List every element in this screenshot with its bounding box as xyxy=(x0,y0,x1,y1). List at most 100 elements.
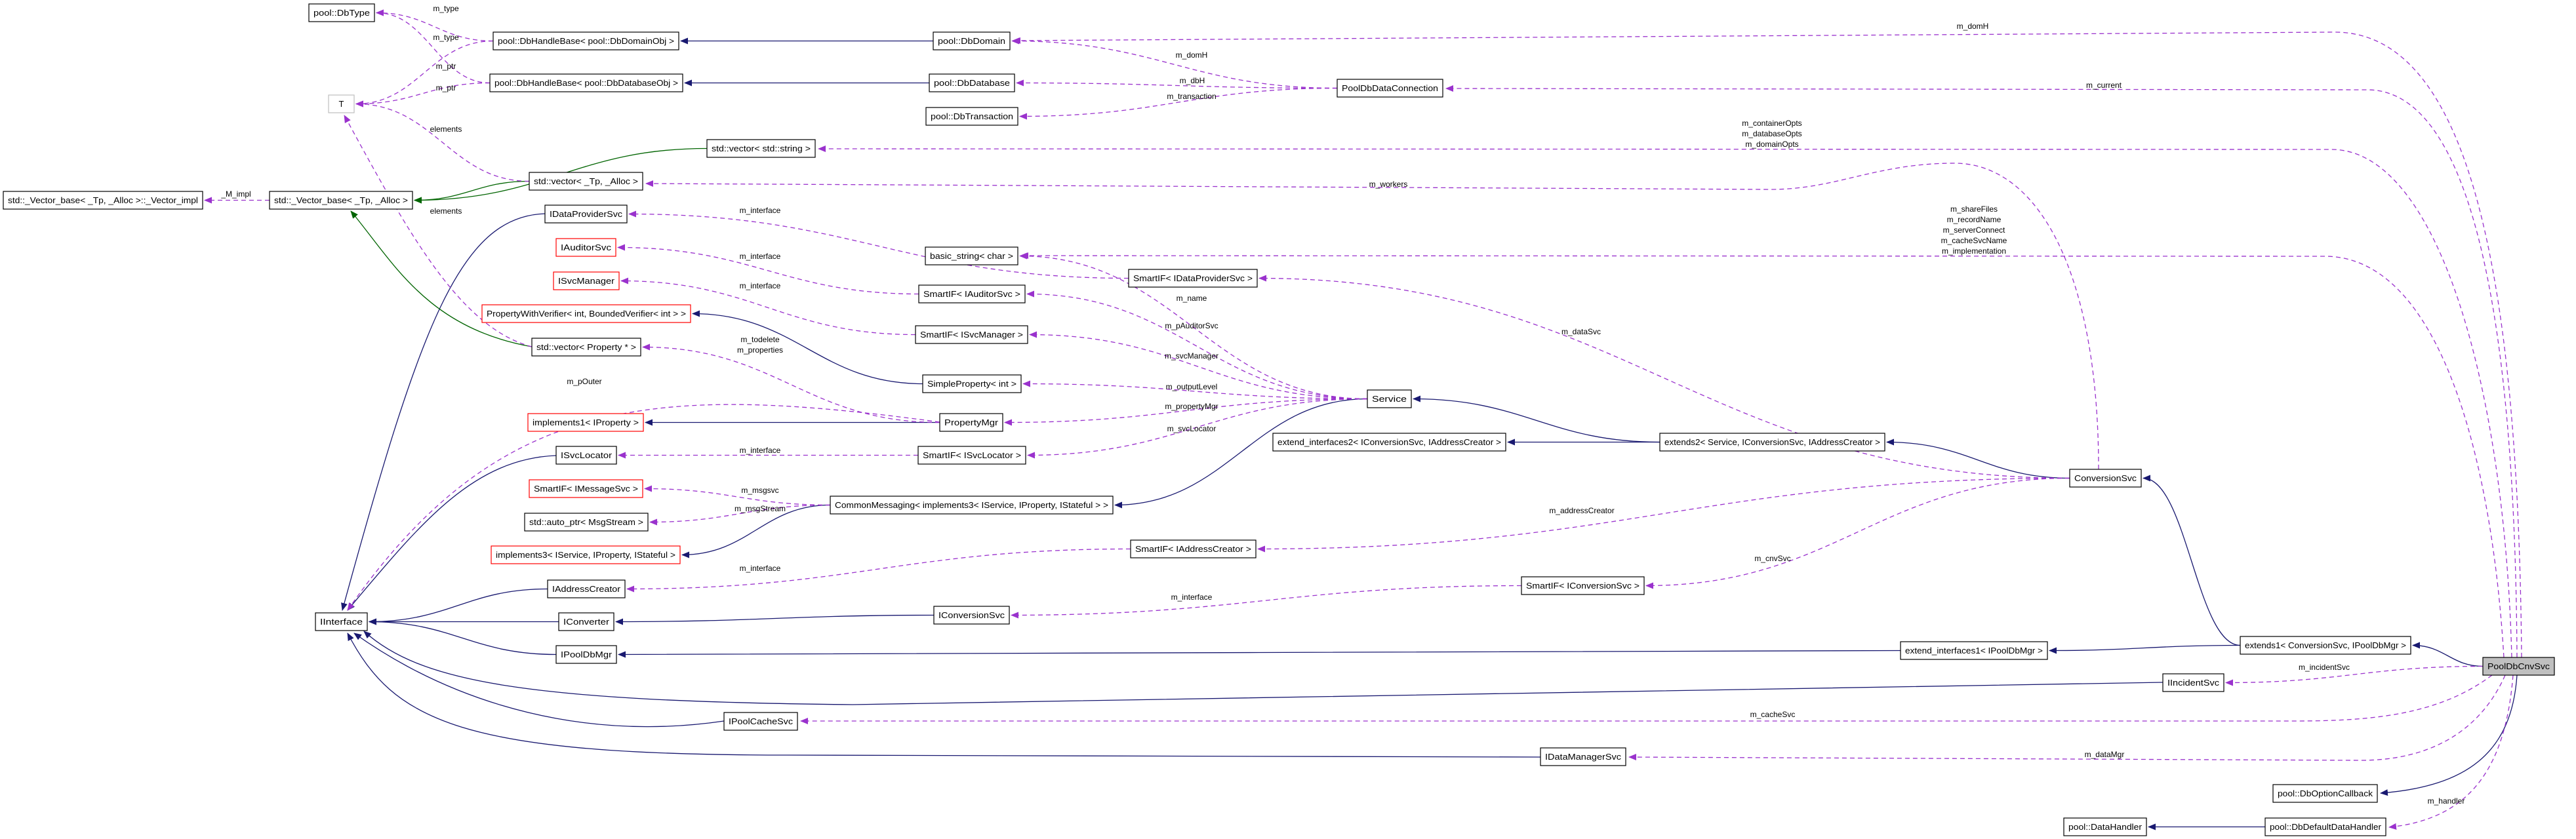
class-box xyxy=(555,645,617,664)
class-node-pooldbdataconnection[interactable]: PoolDbDataConnection xyxy=(1337,79,1443,98)
edge-path xyxy=(376,9,491,84)
class-node-smartif-idataprovidersvc[interactable]: SmartIF< IDataProviderSvc > xyxy=(1128,269,1258,288)
class-node-implements1-iproperty[interactable]: implements1< IProperty > xyxy=(527,413,644,432)
class-node-std-auto-ptr-msgstream[interactable]: std::auto_ptr< MsgStream > xyxy=(524,513,649,532)
edge-layer xyxy=(204,9,2522,830)
class-node-ipoolcachesvc[interactable]: IPoolCacheSvc xyxy=(723,712,798,731)
class-node-pool-dbtype[interactable]: pool::DbType xyxy=(308,3,375,22)
class-node-pool-dbdefaultdatahandler[interactable]: pool::DbDefaultDataHandler xyxy=(2264,817,2386,836)
class-box xyxy=(2272,784,2378,803)
class-box xyxy=(315,612,368,631)
edge-usage-cnvsvc-to-siconv xyxy=(1645,477,2070,589)
class-node-isvclocator[interactable]: ISvcLocator xyxy=(555,446,617,465)
class-node-propertymgr[interactable]: PropertyMgr xyxy=(939,413,1003,432)
class-node-t[interactable]: T xyxy=(328,94,355,113)
class-name: std::vector< _Tp, _Alloc > xyxy=(534,176,638,186)
edge-label: m_dataMgr xyxy=(2085,750,2125,759)
edge-label: elements xyxy=(430,206,462,216)
class-node-smartif-isvclocator[interactable]: SmartIF< ISvcLocator > xyxy=(917,446,1026,465)
edge-label: m_interface xyxy=(740,206,781,215)
class-node-propertywithverifier-int-boundedverifier-int[interactable]: PropertyWithVerifier< int, BoundedVerifi… xyxy=(481,304,691,323)
edge-label: m_type xyxy=(433,4,459,13)
class-node-std-vector-base-tp-alloc-vector-impl[interactable]: std::_Vector_base< _Tp, _Alloc >::_Vecto… xyxy=(3,191,203,210)
edge-path xyxy=(1020,252,2505,658)
class-box xyxy=(925,107,1018,126)
class-name: pool::DbTransaction xyxy=(931,111,1013,121)
class-node-pool-dboptioncallback[interactable]: pool::DbOptionCallback xyxy=(2272,784,2378,803)
class-box xyxy=(555,446,617,465)
edge-path xyxy=(1019,252,1368,400)
class-node-std-vector-property[interactable]: std::vector< Property * > xyxy=(531,338,641,357)
edge-path xyxy=(681,504,831,558)
class-name: pool::DbHandleBase< pool::DbDomainObj > xyxy=(498,36,674,46)
class-node-iconverter[interactable]: IConverter xyxy=(558,612,614,631)
class-node-smartif-iaddresscreator[interactable]: SmartIF< IAddressCreator > xyxy=(1130,539,1257,558)
class-node-extend-interfaces2-iconversionsvc-iaddresscreator[interactable]: extend_interfaces2< IConversionSvc, IAdd… xyxy=(1272,433,1506,452)
edge-path xyxy=(1004,398,1368,426)
class-node-extends2-service-iconversionsvc-iaddresscreator[interactable]: extends2< Service, IConversionSvc, IAddr… xyxy=(1659,433,1885,452)
class-box xyxy=(1659,433,1885,452)
edge-path xyxy=(1019,87,1338,120)
class-node-pool-dbdomain[interactable]: pool::DbDomain xyxy=(933,31,1011,50)
edge-path xyxy=(642,343,940,423)
class-name: PoolDbCnvSvc xyxy=(2487,661,2550,671)
class-node-smartif-iconversionsvc[interactable]: SmartIF< IConversionSvc > xyxy=(1521,576,1645,595)
class-node-service[interactable]: Service xyxy=(1367,389,1412,408)
edge-inherit-isvcl-to-iint xyxy=(347,455,557,611)
edge-label: m_cacheSvcName xyxy=(1941,236,2007,245)
edge-label: m_msgsvc xyxy=(741,486,778,495)
class-box xyxy=(2264,817,2386,836)
edge-usage-sidps-to-idps xyxy=(628,210,1129,279)
class-node-pool-dbhandlebase-pool-dbdatabaseobj[interactable]: pool::DbHandleBase< pool::DbDatabaseObj … xyxy=(489,73,683,92)
class-node-implements3-iservice-iproperty-istateful[interactable]: implements3< IService, IProperty, IState… xyxy=(491,545,681,564)
edge-usage-service-to-bstr xyxy=(1019,252,1368,400)
edge-label: m_serverConnect xyxy=(1943,225,2005,235)
edge-inherit-pool-to-doc xyxy=(2380,674,2518,796)
edge-path xyxy=(617,244,919,295)
edge-path xyxy=(355,40,494,107)
class-name: pool::DataHandler xyxy=(2068,822,2143,832)
class-node-isvcmanager[interactable]: ISvcManager xyxy=(553,271,620,290)
class-node-extends1-conversionsvc-ipooldbmgr[interactable]: extends1< ConversionSvc, IPoolDbMgr > xyxy=(2240,636,2411,655)
class-node-idatamanagersvc[interactable]: IDataManagerSvc xyxy=(1540,747,1626,766)
class-node-simpleproperty-int[interactable]: SimpleProperty< int > xyxy=(922,374,1022,393)
edge-path xyxy=(1257,477,2070,553)
class-node-pool-dbhandlebase-pool-dbdomainobj[interactable]: pool::DbHandleBase< pool::DbDomainObj > xyxy=(493,31,679,50)
class-node-smartif-isvcmanager[interactable]: SmartIF< ISvcManager > xyxy=(915,325,1028,344)
class-node-pool-dbtransaction[interactable]: pool::DbTransaction xyxy=(925,107,1018,126)
class-name: IIncidentSvc xyxy=(2167,678,2220,688)
class-node-idataprovidersvc[interactable]: IDataProviderSvc xyxy=(544,205,628,224)
class-node-std-vector-tp-alloc[interactable]: std::vector< _Tp, _Alloc > xyxy=(529,172,643,191)
class-name: IAddressCreator xyxy=(552,584,621,594)
class-node-basic-string-char[interactable]: basic_string< char > xyxy=(925,246,1018,265)
class-node-smartif-imessagesvc[interactable]: SmartIF< IMessageSvc > xyxy=(529,479,643,498)
edge-path xyxy=(615,614,935,625)
class-node-extend-interfaces1-ipooldbmgr[interactable]: extend_interfaces1< IPoolDbMgr > xyxy=(1900,641,2048,660)
edge-label: m_svcManager xyxy=(1165,351,1218,361)
class-node-iaddresscreator[interactable]: IAddressCreator xyxy=(547,579,626,598)
edge-path xyxy=(1027,398,1368,459)
class-node-std-vector-std-string[interactable]: std::vector< std::string > xyxy=(706,139,816,158)
class-node-conversionsvc[interactable]: ConversionSvc xyxy=(2069,469,2142,488)
class-node-iconversionsvc[interactable]: IConversionSvc xyxy=(933,606,1010,625)
edge-path xyxy=(1258,275,2070,479)
class-name: pool::DbType xyxy=(313,8,370,18)
edge-path xyxy=(649,504,831,526)
class-node-smartif-iauditorsvc[interactable]: SmartIF< IAuditorSvc > xyxy=(918,284,1026,303)
class-node-iinterface[interactable]: IInterface xyxy=(315,612,368,631)
class-node-pool-datahandler[interactable]: pool::DataHandler xyxy=(2063,817,2147,836)
edge-label: m_cnvSvc xyxy=(1754,554,1790,563)
class-node-pool-dbdatabase[interactable]: pool::DbDatabase xyxy=(929,73,1015,92)
class-node-iauditorsvc[interactable]: IAuditorSvc xyxy=(555,238,616,257)
edge-usage-hbdom-to-t xyxy=(355,40,494,107)
class-node-ipooldbmgr[interactable]: IPoolDbMgr xyxy=(555,645,617,664)
class-node-pooldbcnvsvc[interactable]: PoolDbCnvSvc xyxy=(2482,657,2555,676)
class-node-std-vector-base-tp-alloc[interactable]: std::_Vector_base< _Tp, _Alloc > xyxy=(269,191,413,210)
edge-inherit-iaddr-to-iint xyxy=(369,588,548,625)
class-node-commonmessaging-implements3-iservice-iproperty-istateful[interactable]: CommonMessaging< implements3< IService, … xyxy=(830,496,1114,515)
class-name: ISvcManager xyxy=(558,276,615,286)
edge-inherit-ext1-to-cnvsvc xyxy=(2143,475,2241,646)
edge-path xyxy=(414,180,530,204)
class-box xyxy=(922,374,1022,393)
class-node-iincidentsvc[interactable]: IIncidentSvc xyxy=(2162,673,2224,692)
